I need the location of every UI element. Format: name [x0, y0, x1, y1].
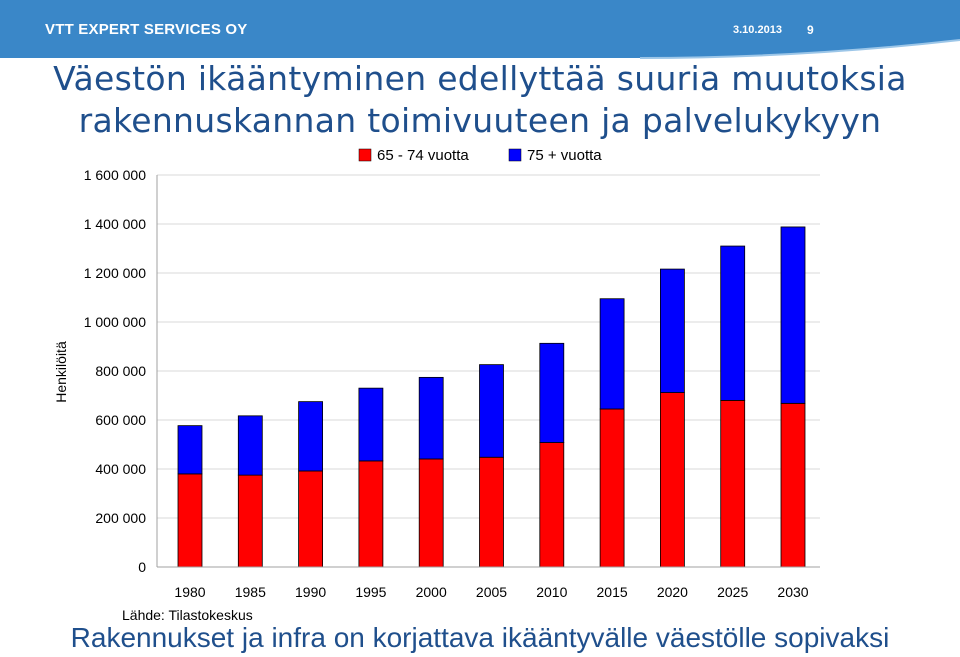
bar-segment — [298, 401, 324, 472]
bar-segment — [237, 415, 263, 476]
x-tick-label: 2005 — [476, 584, 507, 600]
x-tick-label: 2025 — [717, 584, 748, 600]
bar-segment — [298, 470, 324, 568]
y-tick-label: 1 400 000 — [84, 216, 146, 232]
bar-segment — [780, 226, 806, 404]
y-tick-label: 600 000 — [95, 412, 146, 428]
legend-label: 75 + vuotta — [527, 147, 602, 164]
y-tick-label: 200 000 — [95, 510, 146, 526]
footer-message: Rakennukset ja infra on korjattava ikään… — [70, 622, 890, 653]
page-number: 9 — [807, 23, 814, 37]
x-tick-label: 2015 — [597, 584, 628, 600]
bar-segment — [358, 460, 384, 568]
y-tick-label: 0 — [138, 559, 146, 575]
x-tick-label: 2010 — [536, 584, 567, 600]
x-tick-label: 1980 — [174, 584, 205, 600]
bar-segment — [660, 392, 685, 568]
legend-swatch — [508, 148, 522, 162]
bar-segment — [780, 402, 806, 568]
bar-segment — [418, 458, 444, 568]
y-tick-label: 1 200 000 — [84, 265, 146, 281]
x-tick-label: 1995 — [355, 584, 386, 600]
bar-segment — [479, 364, 504, 458]
bar-segment — [539, 342, 565, 443]
slide-title: Väestön ikääntyminen edellyttää suuria m… — [0, 58, 960, 142]
bar-segment — [177, 473, 203, 568]
bar-segment — [599, 298, 625, 410]
title-line-2: rakennuskannan toimivuuteen ja palveluky… — [78, 101, 882, 140]
x-tick-label: 1990 — [295, 584, 326, 600]
title-line-1: Väestön ikääntyminen edellyttää suuria m… — [53, 59, 907, 98]
y-tick-label: 800 000 — [95, 363, 146, 379]
header-swoosh — [0, 39, 960, 70]
org-name: VTT EXPERT SERVICES OY — [45, 21, 248, 38]
x-tick-label: 2020 — [657, 584, 688, 600]
source-note: Lähde: Tilastokeskus — [122, 607, 253, 623]
header-bar — [0, 0, 960, 58]
bar-segment — [177, 425, 203, 475]
x-tick-label: 1985 — [235, 584, 266, 600]
bar-segment — [237, 474, 263, 568]
x-tick-label: 2030 — [777, 584, 808, 600]
slide-date: 3.10.2013 — [733, 24, 782, 36]
bar-segment — [720, 399, 746, 568]
bar-segment — [720, 245, 746, 401]
x-tick-label: 2000 — [416, 584, 447, 600]
legend: 65 - 74 vuotta 75 + vuotta — [358, 147, 602, 164]
bar-segment — [599, 408, 625, 568]
y-axis-title: Henkilöitä — [53, 341, 69, 403]
bar-segment — [418, 376, 444, 460]
y-tick-label: 1 600 000 — [84, 167, 146, 183]
bar-segment — [479, 456, 504, 568]
legend-swatch — [358, 148, 372, 162]
bar-segment — [660, 268, 685, 393]
y-tick-label: 400 000 — [95, 461, 146, 477]
bar-segment — [539, 442, 565, 568]
bars — [177, 226, 806, 568]
y-tick-label: 1 000 000 — [84, 314, 146, 330]
legend-label: 65 - 74 vuotta — [377, 147, 469, 164]
axes: 0 200 000 400 000 600 000 800 000 1 000 000 1 … — [53, 167, 820, 600]
bar-segment — [358, 387, 384, 462]
